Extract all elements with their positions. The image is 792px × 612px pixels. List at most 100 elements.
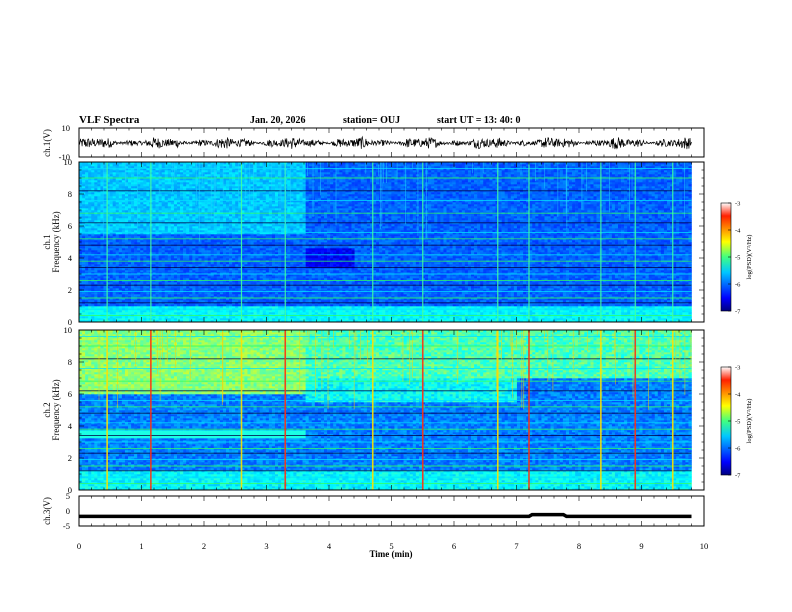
- spectrogram-cell: [91, 264, 94, 266]
- spectrogram-cell: [122, 316, 125, 318]
- spectrogram-cell: [91, 268, 94, 270]
- spectrogram-cell: [94, 224, 97, 226]
- spectrogram-cell: [88, 242, 91, 244]
- spectrogram-cell: [94, 228, 97, 230]
- spectrogram-cell: [116, 264, 119, 266]
- spectrogram-cell: [79, 270, 82, 272]
- spectrogram-cell: [91, 202, 94, 204]
- spectrogram-cell: [116, 192, 119, 194]
- spectrogram-cell: [110, 306, 113, 308]
- spectrogram-cell: [113, 312, 116, 314]
- spectrogram-cell: [110, 202, 113, 204]
- spectrogram-cell: [119, 250, 122, 252]
- spectrogram-cell: [116, 258, 119, 260]
- spectrogram-cell: [94, 248, 97, 250]
- spectrogram-cell: [79, 300, 82, 302]
- spectrogram-cell: [97, 304, 100, 306]
- spectrogram-cell: [88, 186, 91, 188]
- spectrogram-cell: [119, 268, 122, 270]
- spectrogram-cell: [91, 236, 94, 238]
- spectrogram-cell: [100, 294, 103, 296]
- spectrogram-cell: [100, 316, 103, 318]
- spectrogram-cell: [79, 262, 82, 264]
- spectrogram-cell: [122, 218, 125, 220]
- spectrogram-cell: [79, 228, 82, 230]
- spectrogram-cell: [97, 188, 100, 190]
- spectrogram-cell: [85, 220, 88, 222]
- spectrogram-cell: [110, 170, 113, 172]
- spectrogram-cell: [91, 192, 94, 194]
- spectrogram-cell: [116, 316, 119, 318]
- spectrogram-cell: [113, 286, 116, 288]
- spectrogram-cell: [116, 242, 119, 244]
- spectrogram-cell: [119, 220, 122, 222]
- spectrogram-cell: [110, 196, 113, 198]
- spectrogram-cell: [88, 262, 91, 264]
- spectrogram-cell: [97, 218, 100, 220]
- spectrogram-cell: [85, 258, 88, 260]
- spectrogram-cell: [82, 252, 85, 254]
- spectrogram-cell: [119, 310, 122, 312]
- spectrogram-cell: [116, 174, 119, 176]
- spectrogram-cell: [94, 210, 97, 212]
- spectrogram-cell: [94, 164, 97, 166]
- spectrogram-cell: [122, 310, 125, 312]
- spectrogram-cell: [79, 276, 82, 278]
- spectrogram-cell: [94, 208, 97, 210]
- spectrogram-cell: [116, 216, 119, 218]
- spectrogram-cell: [110, 242, 113, 244]
- spectrogram-cell: [100, 306, 103, 308]
- ch1-spectrogram-panel: 0246810 ch.1 Frequency (kHz): [42, 157, 704, 327]
- spectrogram-cell: [97, 292, 100, 294]
- spectrogram-cell: [97, 204, 100, 206]
- spectrogram-cell: [85, 204, 88, 206]
- spectrogram-cell: [97, 250, 100, 252]
- spectrogram-cell: [94, 288, 97, 290]
- spectrogram-cell: [122, 304, 125, 306]
- spectrogram-cell: [85, 300, 88, 302]
- spectrogram-cell: [82, 216, 85, 218]
- spectrogram-cell: [100, 250, 103, 252]
- spectrogram-cell: [82, 316, 85, 318]
- spectrogram-cell: [110, 294, 113, 296]
- spectrogram-cell: [119, 270, 122, 272]
- spectrogram-cell: [97, 306, 100, 308]
- spectrogram-cell: [91, 256, 94, 258]
- spectrogram-cell: [110, 180, 113, 182]
- spectrogram-cell: [94, 242, 97, 244]
- spectrogram-cell: [88, 256, 91, 258]
- spectrogram-cell: [104, 210, 107, 212]
- spectrogram-cell: [110, 258, 113, 260]
- spectrogram-cell: [122, 164, 125, 166]
- spectrogram-cell: [88, 204, 91, 206]
- spectrogram-cell: [104, 242, 107, 244]
- spectrogram-cell: [113, 288, 116, 290]
- spectrogram-cell: [122, 318, 125, 320]
- spectrogram-cell: [104, 214, 107, 216]
- spectrogram-cell: [79, 194, 82, 196]
- spectrogram-cell: [113, 282, 116, 284]
- spectrogram-cell: [88, 300, 91, 302]
- spectrogram-cell: [122, 208, 125, 210]
- spectrogram-cell: [119, 286, 122, 288]
- spectrogram-cell: [79, 318, 82, 320]
- spectrogram-cell: [113, 242, 116, 244]
- spectrogram-cell: [91, 242, 94, 244]
- spectrogram-cell: [110, 300, 113, 302]
- spectrogram-cell: [88, 318, 91, 320]
- spectrogram-cell: [85, 214, 88, 216]
- spectrogram-cell: [79, 172, 82, 174]
- spectrogram-cell: [82, 248, 85, 250]
- spectrogram-cell: [85, 282, 88, 284]
- spectrogram-cell: [119, 276, 122, 278]
- spectrogram-cell: [122, 224, 125, 226]
- spectrogram-cell: [97, 262, 100, 264]
- spectrogram-cell: [113, 174, 116, 176]
- spectrogram-cell: [97, 252, 100, 254]
- spectrogram-cell: [113, 300, 116, 302]
- spectrogram-cell: [91, 250, 94, 252]
- spectrogram-cell: [119, 216, 122, 218]
- spectrogram-cell: [94, 282, 97, 284]
- spectrogram-cell: [122, 276, 125, 278]
- spectrogram-cell: [91, 306, 94, 308]
